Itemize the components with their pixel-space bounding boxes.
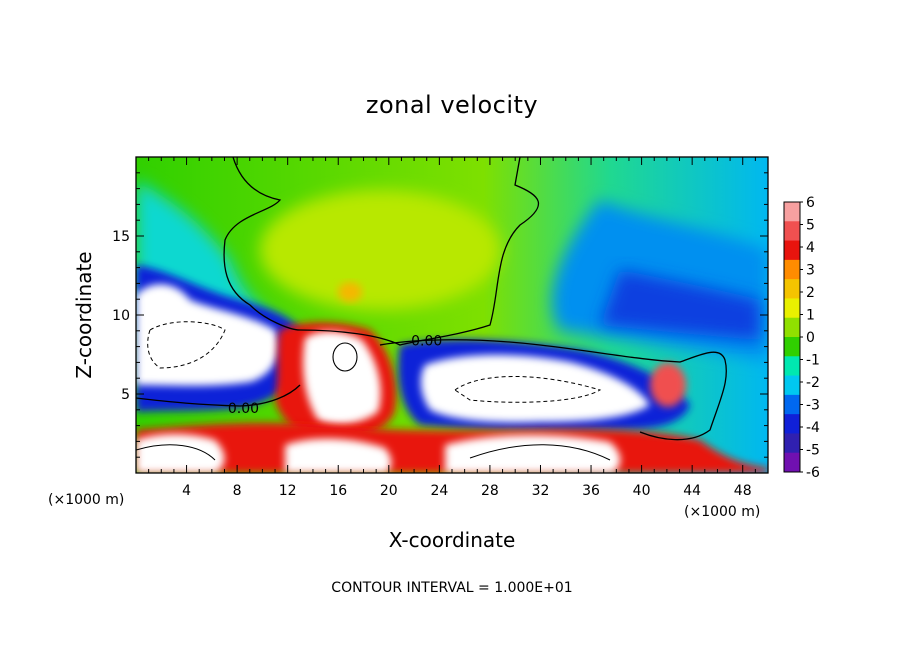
colorbar-tick-label: -5 bbox=[806, 443, 820, 459]
y-axis-label: Z-coordinate bbox=[72, 251, 96, 378]
x-tick-label: 40 bbox=[633, 483, 651, 499]
x-tick-label: 24 bbox=[430, 483, 448, 499]
colorbar-swatch bbox=[784, 221, 800, 242]
colorbar-swatch bbox=[784, 356, 800, 377]
colorbar-swatch bbox=[784, 337, 800, 357]
field-upper-right-darkblue bbox=[600, 270, 760, 340]
field-red-blob-right bbox=[650, 363, 686, 407]
y-tick-label: 5 bbox=[121, 387, 130, 403]
colorbar-swatch bbox=[784, 414, 800, 434]
colorbar-swatch bbox=[784, 452, 800, 473]
colorbar-swatch bbox=[784, 240, 800, 261]
contour-interval-note: CONTOUR INTERVAL = 1.000E+01 bbox=[331, 580, 572, 596]
x-tick-label: 28 bbox=[481, 483, 499, 499]
field-orange-spot bbox=[338, 282, 362, 302]
colorbar-tick-label: 3 bbox=[806, 263, 815, 279]
chart-title: zonal velocity bbox=[366, 91, 538, 119]
colorbar-tick-label: -3 bbox=[806, 398, 820, 414]
field-bottom-white-mid bbox=[285, 438, 392, 473]
colorbar-tick-label: 0 bbox=[806, 330, 815, 346]
contour-line-center bbox=[332, 342, 358, 372]
colorbar-tick-label: -2 bbox=[806, 375, 820, 391]
colorbar-swatch bbox=[784, 375, 800, 396]
colorbar-swatch bbox=[784, 259, 800, 280]
contour-line-bottom bbox=[136, 444, 611, 461]
field-yellow-center bbox=[260, 190, 500, 310]
contour-labels: 0.00 0.00 bbox=[228, 333, 442, 417]
colorbar-tick-label: 2 bbox=[806, 285, 815, 301]
x-tick-label: 8 bbox=[233, 483, 242, 499]
contour-line-left bbox=[136, 384, 301, 407]
colorbar-swatch bbox=[784, 433, 800, 454]
contour-line-upper bbox=[223, 157, 540, 346]
colorbar-swatch bbox=[784, 298, 800, 319]
colorbar-tick-label: -6 bbox=[806, 465, 820, 481]
colorbar: 6 5 4 3 2 1 0 -1 -2 -3 -4 -5 -6 bbox=[783, 195, 820, 481]
y-tick-label: 15 bbox=[112, 229, 130, 245]
x-tick-label: 20 bbox=[380, 483, 398, 499]
field-left-white bbox=[136, 284, 279, 386]
contour-line-dashed-left bbox=[147, 321, 226, 369]
x-axis: 4 8 12 16 20 24 28 32 36 40 44 48 bbox=[148, 157, 756, 499]
x-tick-label: 44 bbox=[683, 483, 701, 499]
field-right-white bbox=[420, 354, 650, 423]
contour-line-dashed-right bbox=[454, 376, 602, 403]
x-tick-label: 12 bbox=[279, 483, 297, 499]
colorbar-swatch bbox=[784, 394, 800, 415]
x-tick-label: 16 bbox=[329, 483, 347, 499]
colorbar-tick-label: -1 bbox=[806, 353, 820, 369]
colorbar-tick-label: 6 bbox=[806, 195, 815, 211]
x-tick-label: 48 bbox=[734, 483, 752, 499]
colorbar-swatch bbox=[784, 317, 800, 338]
colorbar-tick-label: 1 bbox=[806, 308, 815, 324]
colorbar-tick-label: 5 bbox=[806, 218, 815, 234]
field-center-white bbox=[303, 331, 381, 425]
y-tick-label: 10 bbox=[112, 308, 130, 324]
x-unit-left: (×1000 m) bbox=[48, 492, 124, 508]
x-tick-label: 4 bbox=[182, 483, 191, 499]
contour-label: 0.00 bbox=[411, 333, 442, 349]
field-bottom-white-right bbox=[445, 434, 621, 473]
contour-label: 0.00 bbox=[228, 401, 259, 417]
y-axis: 5 10 15 bbox=[112, 172, 768, 458]
x-axis-label: X-coordinate bbox=[389, 528, 516, 552]
x-tick-label: 36 bbox=[582, 483, 600, 499]
colorbar-swatch bbox=[784, 279, 800, 299]
velocity-field bbox=[136, 157, 768, 473]
colorbar-swatch bbox=[784, 202, 800, 222]
colorbar-tick-label: 4 bbox=[806, 240, 815, 256]
x-tick-label: 32 bbox=[532, 483, 550, 499]
x-unit-right: (×1000 m) bbox=[684, 504, 760, 520]
colorbar-tick-label: -4 bbox=[806, 420, 820, 436]
contour-line-right bbox=[379, 339, 727, 441]
field-bottom-white-left bbox=[136, 434, 225, 473]
